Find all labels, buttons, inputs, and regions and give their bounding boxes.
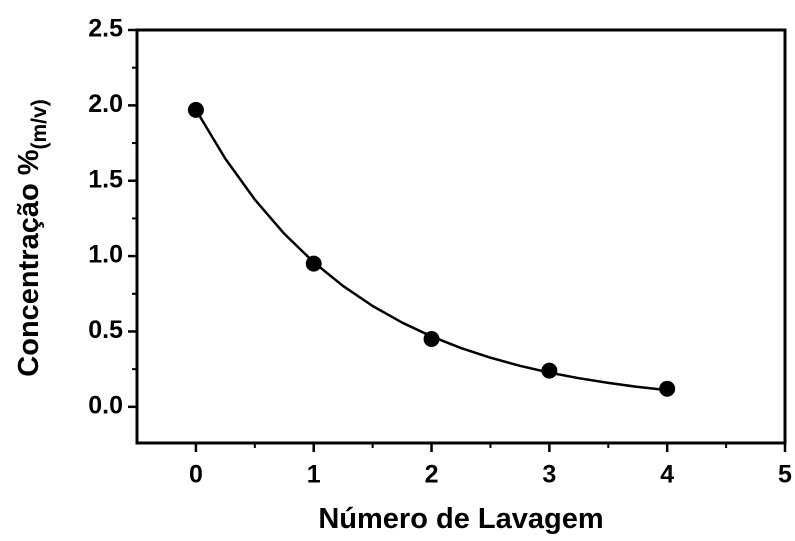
y-tick-label: 2.0 [88,90,123,118]
data-point [659,380,676,397]
x-tick-label: 0 [189,461,203,489]
x-tick-label: 1 [307,461,321,489]
y-tick-label: 0.0 [88,391,123,419]
x-tick-label: 4 [660,461,674,489]
plot-frame [135,28,787,445]
y-tick-label: 1.0 [88,241,123,269]
data-point [305,255,322,272]
x-tick-label: 3 [542,461,556,489]
y-axis-label-sub: (m/v) [28,99,51,149]
data-point [187,101,204,118]
x-tick-label: 5 [778,461,792,489]
data-point [423,330,440,347]
x-tick-label: 2 [425,461,439,489]
data-point [541,362,558,379]
y-tick-label: 2.5 [88,15,123,43]
x-axis-label: Número de Lavagem [318,503,603,535]
y-axis-label: Concentração %(m/v) [13,99,51,376]
y-tick-label: 1.5 [88,165,123,193]
fit-curve [194,109,668,392]
y-axis-label-main: Concentração % [13,149,45,376]
y-tick-label: 0.5 [88,316,123,344]
